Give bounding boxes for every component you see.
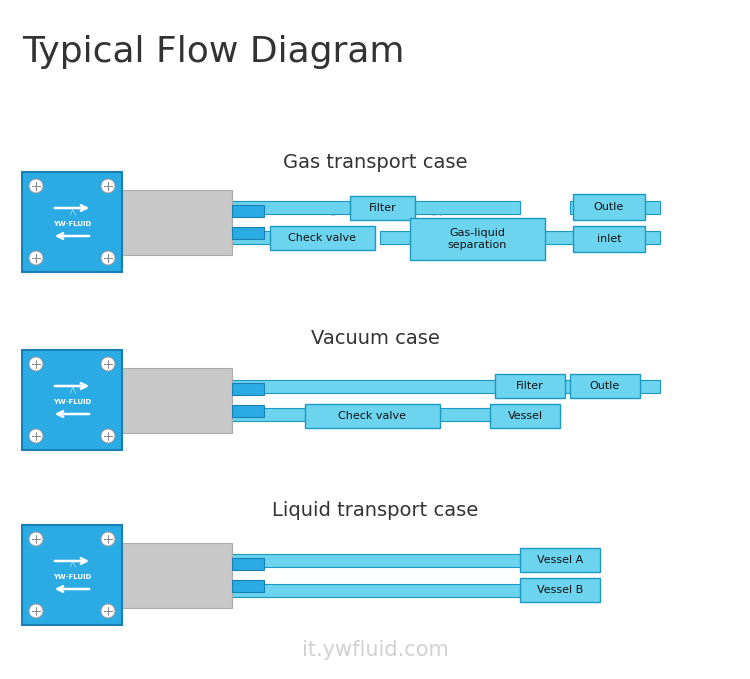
Text: Vessel: Vessel (508, 411, 542, 421)
Text: Changzhou Yuanwang Fluid Technology Co., Ltd: Changzhou Yuanwang Fluid Technology Co.,… (155, 555, 453, 568)
FancyBboxPatch shape (440, 407, 560, 420)
Text: Filter: Filter (516, 381, 544, 391)
FancyBboxPatch shape (305, 404, 440, 428)
FancyBboxPatch shape (540, 230, 660, 244)
FancyBboxPatch shape (135, 200, 350, 213)
FancyBboxPatch shape (122, 367, 232, 433)
Circle shape (101, 357, 115, 371)
Circle shape (29, 604, 43, 618)
Circle shape (29, 357, 43, 371)
Text: Outle: Outle (594, 202, 624, 212)
Circle shape (101, 179, 115, 193)
Text: Typical Flow Diagram: Typical Flow Diagram (22, 35, 404, 69)
Text: Check valve: Check valve (289, 233, 356, 243)
FancyBboxPatch shape (232, 205, 264, 217)
Text: Check valve: Check valve (338, 411, 406, 421)
FancyBboxPatch shape (135, 553, 580, 566)
FancyBboxPatch shape (490, 404, 560, 428)
Circle shape (101, 251, 115, 265)
FancyBboxPatch shape (570, 374, 640, 398)
Text: ╱╲: ╱╲ (69, 562, 75, 568)
Text: Filter: Filter (369, 203, 396, 213)
Circle shape (101, 604, 115, 618)
FancyBboxPatch shape (135, 583, 580, 596)
Text: it.ywfluid.com: it.ywfluid.com (302, 640, 448, 660)
FancyBboxPatch shape (520, 548, 600, 572)
FancyBboxPatch shape (22, 350, 122, 450)
Circle shape (29, 251, 43, 265)
FancyBboxPatch shape (232, 580, 264, 592)
Text: Liquid transport case: Liquid transport case (272, 500, 478, 519)
Circle shape (101, 429, 115, 443)
FancyBboxPatch shape (22, 172, 122, 272)
FancyBboxPatch shape (380, 230, 410, 244)
Text: Outle: Outle (590, 381, 620, 391)
FancyBboxPatch shape (122, 189, 232, 255)
Text: Gas-liquid
separation: Gas-liquid separation (448, 227, 507, 250)
FancyBboxPatch shape (410, 200, 520, 213)
FancyBboxPatch shape (495, 374, 565, 398)
Circle shape (29, 532, 43, 546)
Text: Vessel A: Vessel A (537, 555, 584, 565)
Text: YW·FLUID: YW·FLUID (53, 221, 92, 227)
FancyBboxPatch shape (135, 407, 310, 420)
FancyBboxPatch shape (135, 380, 500, 392)
Text: Changzhou Yuanwang Fluid Technology Co., Ltd: Changzhou Yuanwang Fluid Technology Co.,… (155, 382, 453, 394)
Circle shape (101, 532, 115, 546)
FancyBboxPatch shape (232, 558, 264, 570)
Circle shape (29, 179, 43, 193)
FancyBboxPatch shape (350, 196, 415, 220)
FancyBboxPatch shape (270, 226, 375, 250)
Text: ╱╲: ╱╲ (69, 386, 75, 394)
Text: ╱╲: ╱╲ (69, 208, 75, 215)
FancyBboxPatch shape (570, 200, 660, 213)
FancyBboxPatch shape (122, 543, 232, 608)
FancyBboxPatch shape (573, 194, 645, 220)
FancyBboxPatch shape (520, 578, 600, 602)
FancyBboxPatch shape (135, 230, 270, 244)
Text: YW·FLUID: YW·FLUID (53, 574, 92, 580)
FancyBboxPatch shape (232, 383, 264, 395)
Text: Gas transport case: Gas transport case (283, 153, 467, 172)
FancyBboxPatch shape (232, 405, 264, 417)
FancyBboxPatch shape (573, 226, 645, 252)
Text: Vacuum case: Vacuum case (310, 329, 440, 348)
FancyBboxPatch shape (22, 525, 122, 625)
FancyBboxPatch shape (232, 227, 264, 239)
Text: Changzhou Yuanwang Fluid Technology Co., Ltd: Changzhou Yuanwang Fluid Technology Co.,… (200, 204, 498, 217)
FancyBboxPatch shape (410, 218, 545, 260)
Circle shape (29, 429, 43, 443)
Text: Vessel B: Vessel B (537, 585, 584, 595)
FancyBboxPatch shape (560, 380, 660, 392)
Text: YW·FLUID: YW·FLUID (53, 399, 92, 405)
Text: inlet: inlet (597, 234, 621, 244)
